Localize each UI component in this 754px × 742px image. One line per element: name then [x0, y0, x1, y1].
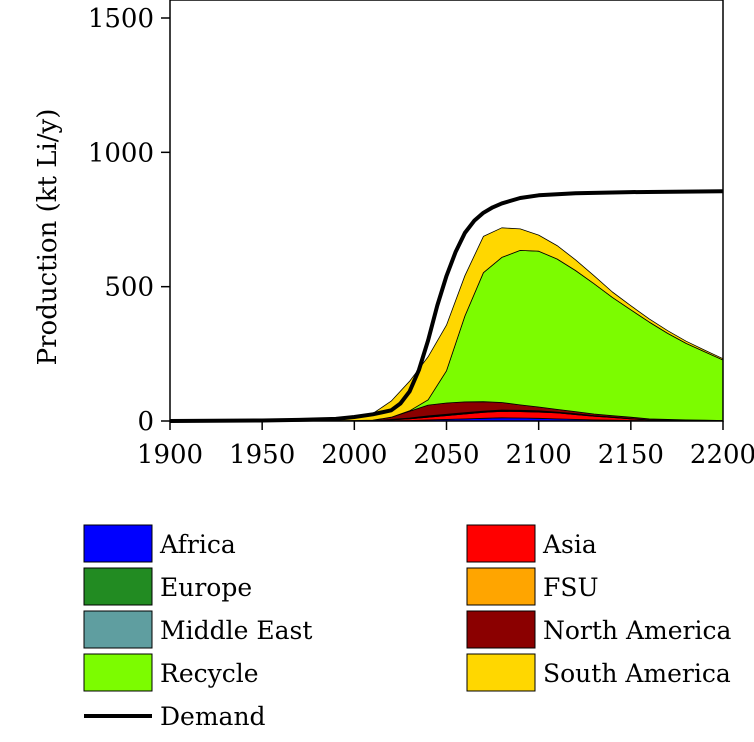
y-tick-label-500: 500 [104, 273, 154, 303]
x-tick-label-2050: 2050 [413, 440, 479, 470]
legend: Africa Asia Europe FSU Middle East North Amer… [83, 524, 731, 731]
stacked-areas [169, 227, 724, 422]
legend-label-africa: Africa [159, 530, 236, 559]
demand-layer [169, 189, 724, 423]
legend-swatch-africa [83, 524, 153, 563]
x-tick-label-2150: 2150 [598, 440, 664, 470]
legend-swatch-south-america [466, 653, 536, 692]
x-tick-label-2100: 2100 [506, 440, 572, 470]
y-tick-label-1500: 1500 [88, 4, 154, 34]
legend-label-south-america: South America [543, 659, 731, 688]
legend-swatch-asia [466, 524, 536, 563]
y-axis: 0 500 1000 1500 [88, 4, 170, 437]
legend-label-fsu: FSU [543, 573, 599, 602]
demand-line [169, 189, 724, 423]
legend-swatch-recycle [83, 653, 153, 692]
x-axis: 1900 1950 2000 2050 2100 2150 2200 [137, 421, 754, 470]
y-tick-label-1000: 1000 [88, 138, 154, 168]
y-tick-label-0: 0 [137, 407, 154, 437]
legend-label-middle-east: Middle East [160, 616, 312, 645]
legend-label-north-america: North America [543, 616, 731, 645]
y-axis-label: Production (kt Li/y) [33, 109, 63, 366]
legend-swatch-middle-east [83, 610, 153, 649]
x-tick-label-2000: 2000 [321, 440, 387, 470]
x-tick-label-1950: 1950 [229, 440, 295, 470]
legend-label-demand: Demand [160, 702, 266, 731]
legend-label-asia: Asia [542, 530, 597, 559]
legend-swatch-fsu [466, 567, 536, 606]
legend-label-recycle: Recycle [160, 659, 259, 688]
x-tick-label-1900: 1900 [137, 440, 203, 470]
x-tick-label-2200: 2200 [690, 440, 754, 470]
legend-swatch-north-america [466, 610, 536, 649]
legend-label-europe: Europe [160, 573, 252, 602]
legend-swatch-europe [83, 567, 153, 606]
